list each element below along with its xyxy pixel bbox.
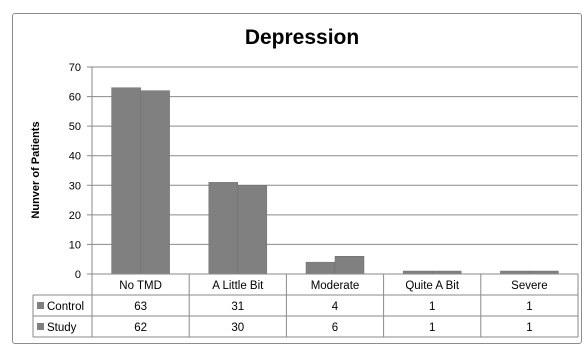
legend-key-study: [37, 323, 44, 330]
y-tick-label: 60: [69, 92, 81, 104]
y-tick-label: 50: [69, 121, 81, 133]
y-tick-label: 70: [69, 62, 81, 74]
y-axis-label: Nunver of Patients: [30, 121, 42, 218]
chart-area: [12, 13, 582, 344]
data-label: 4: [332, 301, 339, 313]
legend-label-control: Control: [47, 301, 84, 313]
data-label: 1: [429, 301, 435, 313]
chart-title: Depression: [245, 26, 359, 49]
bar-control: [208, 182, 239, 275]
axes: 0 10 20 30 40 50 60 70: [69, 62, 93, 281]
bars: [111, 87, 559, 275]
bar-study: [334, 256, 365, 275]
bar-control: [305, 261, 336, 275]
data-label: 63: [134, 301, 147, 313]
bar-study: [140, 90, 170, 275]
bar-control: [111, 87, 141, 275]
category-label: No TMD: [119, 280, 162, 292]
data-label: 1: [526, 301, 532, 313]
y-tick-label: 0: [75, 269, 81, 281]
category-label: Moderate: [311, 280, 360, 292]
legend-key-control: [37, 302, 44, 309]
bar-study: [237, 185, 268, 275]
y-tick-label: 10: [69, 239, 81, 251]
data-label: 62: [134, 322, 147, 334]
data-table: No TMD A Little Bit Moderate Quite A Bit Sev…: [32, 273, 579, 338]
gridlines: [92, 66, 578, 245]
category-label: Quite A Bit: [405, 280, 460, 292]
category-label: Severe: [511, 280, 547, 292]
data-label: 6: [332, 322, 338, 334]
category-label: A Little Bit: [212, 280, 264, 292]
y-tick-label: 30: [69, 180, 81, 192]
data-label: 1: [526, 322, 532, 334]
y-tick-label: 40: [69, 151, 81, 163]
legend-label-study: Study: [47, 322, 77, 334]
data-label: 31: [231, 301, 244, 313]
y-tick-label: 20: [69, 210, 81, 222]
data-label: 1: [429, 322, 435, 334]
data-label: 30: [231, 322, 244, 334]
